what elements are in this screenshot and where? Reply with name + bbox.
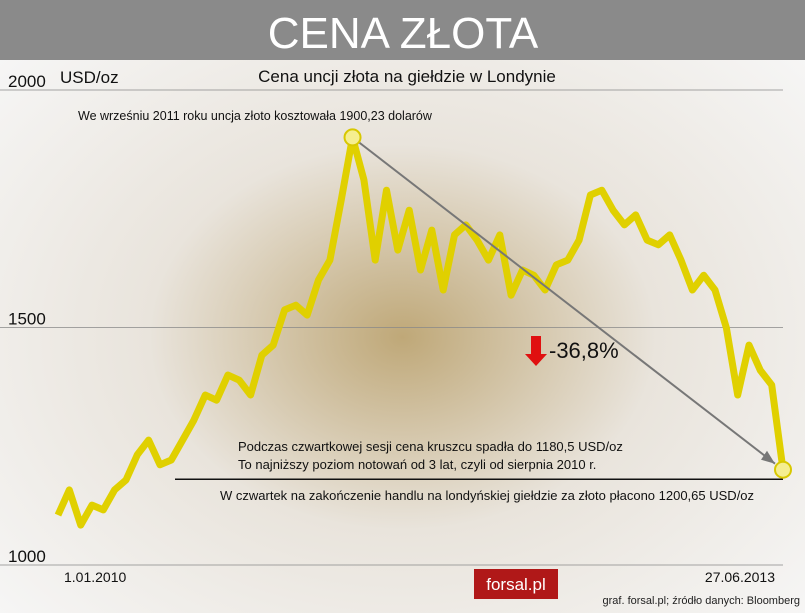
logo: forsal.pl <box>486 575 546 594</box>
y-tick-label: 1000 <box>8 547 46 566</box>
x-tick-label: 27.06.2013 <box>705 569 775 585</box>
trend-arrow <box>351 136 776 465</box>
subtitle: Cena uncji złota na giełdzie w Londynie <box>258 67 556 86</box>
down-arrow-icon <box>525 336 547 366</box>
point-marker <box>774 460 792 479</box>
chart-title: CENA ZŁOTA <box>268 9 539 58</box>
trend-arrow-head <box>761 450 775 464</box>
plot: 1000 1500 2000 1.01.2010 27.06.2013 <box>0 72 792 585</box>
annotation: To najniższy poziom notowań od 3 lat, cz… <box>238 457 596 472</box>
logo-box <box>474 569 558 599</box>
annotation: W czwartek na zakończenie handlu na lond… <box>220 488 754 503</box>
annotation: We wrześniu 2011 roku uncja złoto koszto… <box>78 109 433 123</box>
source: graf. forsal.pl; źródło danych: Bloomber… <box>603 595 801 607</box>
annotation: Podczas czwartkowej sesji cena kruszcu s… <box>238 439 623 454</box>
y-label: USD/oz <box>60 68 119 87</box>
x-tick-label: 1.01.2010 <box>64 569 126 585</box>
point-marker <box>343 128 362 147</box>
y-tick-label: 1500 <box>8 310 46 329</box>
price-line <box>54 133 787 529</box>
y-tick-label: 2000 <box>8 72 46 91</box>
title-band <box>0 0 805 60</box>
change-label: -36,8% <box>549 338 619 363</box>
